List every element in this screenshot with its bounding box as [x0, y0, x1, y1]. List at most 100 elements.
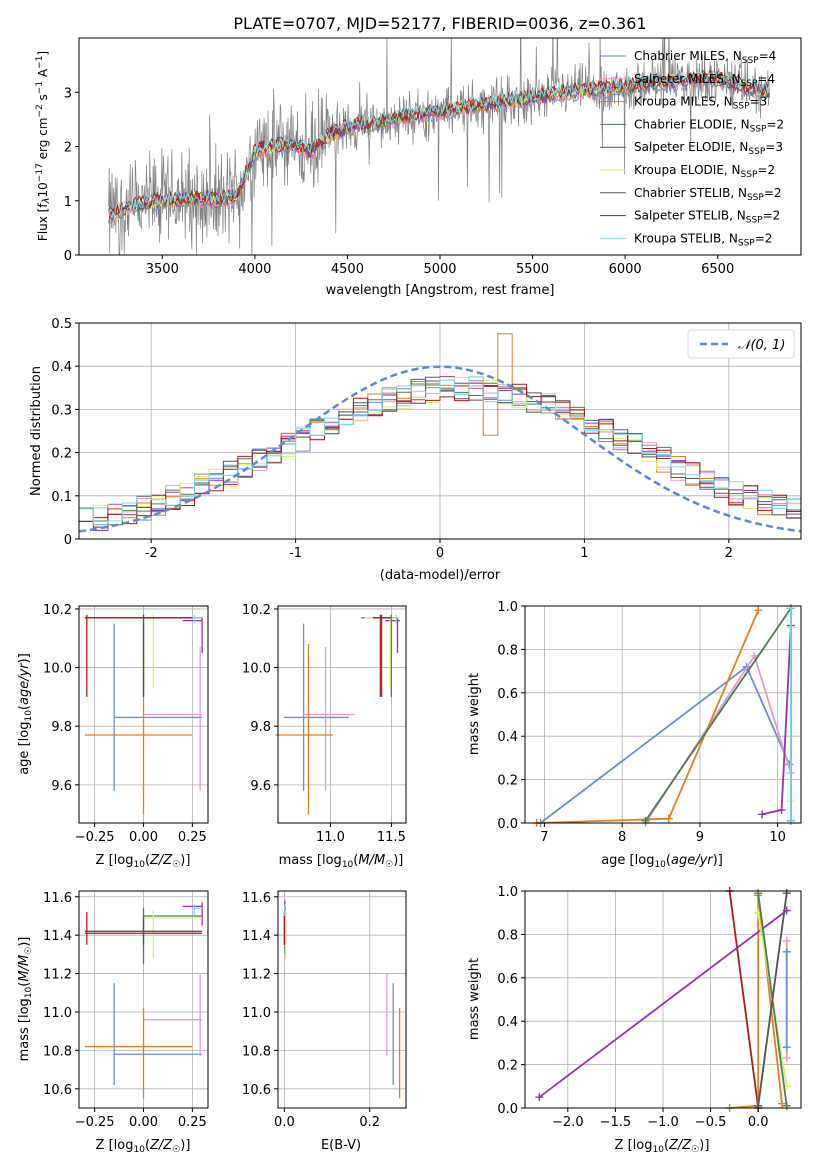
histogram-line-salpeter_stelib — [79, 382, 801, 528]
weight-line-salpeter_stelib — [728, 890, 760, 1109]
weight-marker-chabrier_miles — [782, 947, 791, 956]
y-tick-label: 10.2 — [242, 603, 271, 618]
histograms — [79, 333, 801, 536]
legend-eq: =4 — [759, 49, 777, 63]
spectrum-panel: PLATE=0707, MJD=52177, FIBERID=0036, z=0… — [35, 14, 802, 298]
x-tick-label: 5500 — [516, 262, 549, 277]
weight-marker-kroupa_miles — [664, 814, 673, 823]
weight-marker-salpeter_miles — [750, 651, 759, 660]
y-tick-label: 1 — [64, 195, 72, 210]
x-tick-label: 4500 — [331, 262, 364, 277]
weight-vs-Z-panel: −2.0 −1.5 −1.0 −0.5 0.0 0.0 0.2 0.4 0.6 0.8 1.0 Z … — [467, 885, 802, 1155]
weight-marker-salpeter_elodie — [758, 810, 767, 819]
x-tick-label: −1.0 — [647, 1115, 679, 1130]
y-tick-label: 0.8 — [497, 643, 518, 658]
normal-curve — [79, 365, 801, 533]
weight-marker-salpeter_miles — [782, 936, 791, 945]
observed-spectrum-line — [108, 38, 770, 255]
legend-eq: =2 — [757, 163, 775, 177]
legend-eq: =3 — [750, 95, 768, 109]
legend-label-salpeter_stelib: Salpeter STELIB, NSSP=2 — [634, 209, 780, 226]
legend-sub: SSP — [738, 238, 755, 248]
spectrum-lines — [108, 38, 770, 255]
y-tick-label: 11.2 — [43, 968, 72, 983]
weight-line-kroupa_miles — [536, 609, 760, 824]
x-tick-label: 7 — [540, 830, 548, 845]
y-tick-label: 2 — [64, 141, 72, 156]
y-tick-label: 11.6 — [43, 891, 72, 906]
weight-marker-salpeter_miles — [782, 1054, 791, 1063]
residual-xlabel: (data-model)/error — [380, 568, 501, 583]
x-tick-label: 5000 — [423, 262, 456, 277]
weight-vs-Z-ylabel: mass weight — [467, 958, 482, 1040]
x-tick-label: −0.25 — [75, 830, 115, 845]
x-tick-label: 2 — [725, 546, 733, 561]
age-vs-Z-ylabel: age [log10(age/yr)] — [17, 653, 34, 775]
x-tick-label: -1 — [289, 546, 302, 561]
y-tick-label: 0.2 — [497, 774, 518, 789]
y-tick-label: 11.0 — [43, 1006, 72, 1021]
x-tick-label: 0.2 — [359, 1115, 380, 1130]
weight-marker-salpeter_elodie — [777, 805, 786, 814]
weight-marker-chabrier_miles — [782, 1043, 791, 1052]
weight-line-chabrier_stelib — [757, 893, 788, 1106]
mass-vs-Z-ylabel: mass [log10(M/M☉)] — [17, 937, 34, 1062]
weight-marker-kroupa_miles — [777, 1099, 786, 1108]
y-tick-label: 9.8 — [51, 720, 72, 735]
legend-sub: SSP — [748, 147, 765, 157]
y-tick-label: 0 — [64, 533, 72, 548]
x-tick-label: -2 — [145, 546, 158, 561]
x-tick-label: 0.0 — [274, 1115, 295, 1130]
legend-eq: =2 — [755, 231, 773, 245]
residual-legend: 𝒩(0, 1) — [687, 329, 795, 359]
y-tick-label: 0 — [64, 249, 72, 264]
x-tick-label: 9 — [696, 830, 704, 845]
histogram-line-kroupa_stelib — [79, 376, 801, 526]
legend-sub: SSP — [746, 216, 763, 226]
weight-line-salpeter_elodie — [761, 625, 792, 816]
age-vs-Z-xlabel: Z [log10(Z/Z☉)] — [96, 853, 191, 870]
legend-eq: =2 — [766, 117, 784, 131]
y-tick-label: 0.0 — [497, 1102, 518, 1117]
weight-line-salpeter_miles — [644, 653, 792, 824]
legend-sub: SSP — [733, 102, 750, 112]
weight-line-chabrier_miles — [539, 665, 791, 824]
y-tick-label: 9.6 — [250, 779, 271, 794]
weight-vs-age-panel: 7 8 9 10 0.0 0.2 0.4 0.6 0.8 1.0 age [log10(age/y… — [467, 600, 802, 870]
legend-eq: =2 — [763, 209, 781, 223]
age-vs-mass-panel: 11.0 11.5 9.6 9.8 10.0 10.2 mass [log10(M/M☉)… — [242, 603, 407, 870]
residual-ylabel: Normed distribution — [29, 366, 44, 496]
x-tick-label: 11.5 — [377, 830, 406, 845]
y-tick-label: 9.6 — [51, 779, 72, 794]
weight-vs-age-xlabel: age [log10(age/yr)] — [601, 853, 723, 870]
model-spectrum-line-kroupa_stelib — [108, 67, 770, 219]
age-vs-mass-xlabel: mass [log10(M/M☉)] — [279, 853, 404, 870]
y-tick-label: 10.6 — [43, 1083, 72, 1098]
y-tick-label: 0.8 — [497, 928, 518, 943]
x-tick-label: 6500 — [701, 262, 734, 277]
y-tick-label: 0.0 — [497, 817, 518, 832]
y-tick-label: 1.0 — [497, 600, 518, 615]
spectrum-ylabel: Flux [fλ10−17 erg cm−2 s−1 A−1] — [35, 51, 52, 241]
x-tick-label: −0.25 — [75, 1115, 115, 1130]
y-tick-label: 10.6 — [242, 1083, 271, 1098]
x-tick-label: 6000 — [609, 262, 642, 277]
weight-marker-chabrier_stelib — [782, 889, 791, 898]
legend-label-kroupa_stelib: Kroupa STELIB, NSSP=2 — [634, 231, 772, 248]
y-tick-label: 3 — [64, 86, 72, 101]
y-tick-label: 0.3 — [51, 403, 72, 418]
x-tick-label: 0.0 — [748, 1115, 769, 1130]
normal-legend-label: 𝒩(0, 1) — [738, 338, 785, 353]
spectrum-legend: Chabrier MILES, NSSP=4 Salpeter MILES, NS… — [600, 49, 784, 248]
y-tick-label: 10.8 — [242, 1044, 271, 1059]
x-tick-label: −2.0 — [552, 1115, 584, 1130]
legend-sub: SSP — [741, 79, 758, 89]
legend-sub: SSP — [747, 193, 764, 203]
y-tick-label: 11.0 — [242, 1006, 271, 1021]
x-tick-label: 4000 — [238, 262, 271, 277]
spectrum-title: PLATE=0707, MJD=52177, FIBERID=0036, z=0… — [233, 14, 646, 33]
x-tick-label: 8 — [618, 830, 626, 845]
y-tick-label: 0.6 — [497, 687, 518, 702]
legend-eq: =2 — [764, 186, 782, 200]
